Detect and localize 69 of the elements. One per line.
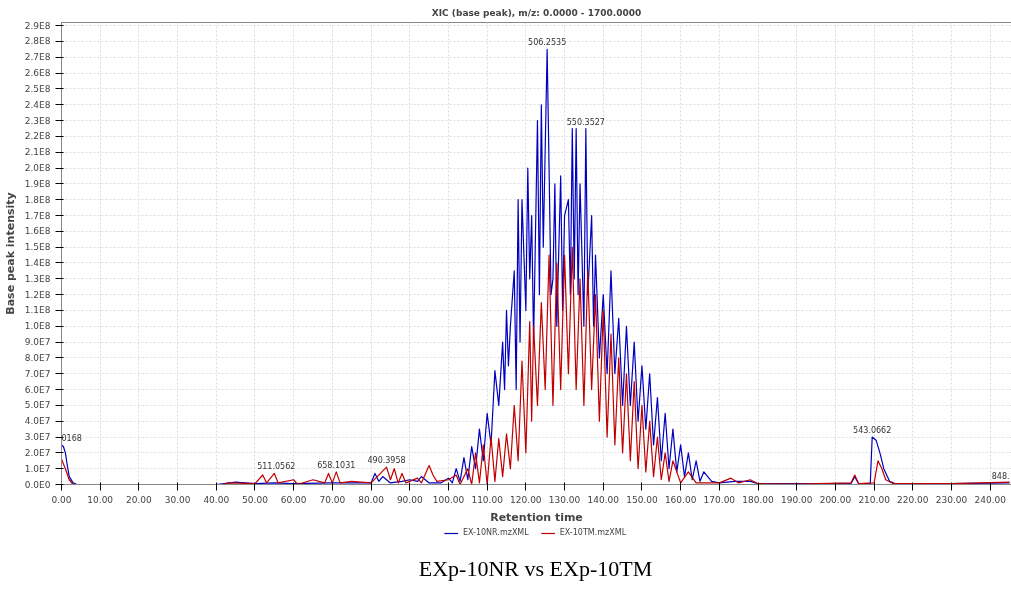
y-tick-label: 2.5E8: [24, 83, 51, 94]
y-tick-label: 6.0E7: [24, 384, 51, 395]
legend-label: EX-10NR.mzXML: [462, 528, 529, 537]
x-axis-title: Retention time: [490, 510, 583, 524]
y-tick-label: 1.1E8: [24, 305, 51, 316]
x-tick-label: 240.00: [974, 494, 1007, 505]
annotation: 543.0662: [853, 426, 892, 436]
x-tick-label: 190.00: [780, 494, 813, 505]
x-tick-label: 130.00: [548, 494, 581, 505]
y-tick-label: 2.8E8: [24, 36, 51, 47]
x-tick-label: 60.00: [280, 494, 307, 505]
x-tick-label: 80.00: [358, 494, 385, 505]
y-tick-label: 2.0E8: [24, 163, 51, 174]
y-tick-label: 3.0E7: [24, 432, 51, 443]
y-tick-label: 1.4E8: [24, 257, 51, 268]
y-tick-label: 1.3E8: [24, 273, 51, 284]
x-tick-label: 200.00: [819, 494, 852, 505]
x-tick-label: 50.00: [242, 494, 269, 505]
y-tick-label: 2.9E8: [24, 20, 51, 31]
x-tick-label: 40.00: [203, 494, 230, 505]
y-tick-label: 1.9E8: [24, 178, 51, 189]
y-axis-title: Base peak intensity: [3, 192, 17, 315]
annotation: 0168: [61, 433, 82, 443]
y-tick-label: 1.6E8: [24, 226, 51, 237]
y-tick-label: 9.0E7: [24, 337, 51, 348]
y-tick-label: 2.6E8: [24, 68, 51, 79]
y-tick-label: 2.4E8: [24, 99, 51, 110]
y-tick-label: 1.0E7: [24, 463, 51, 474]
annotation: 506.2535: [528, 38, 567, 48]
x-tick-label: 0.00: [51, 494, 72, 505]
x-tick-label: 160.00: [664, 494, 697, 505]
x-tick-label: 110.00: [471, 494, 504, 505]
chart-title: XIC (base peak), m/z: 0.0000 - 1700.0000: [431, 7, 642, 18]
x-tick-label: 230.00: [935, 494, 968, 505]
y-tick-label: 1.2E8: [24, 289, 51, 300]
y-tick-label: 0.0E0: [24, 479, 51, 490]
y-tick-label: 2.7E8: [24, 52, 51, 63]
text: EXp-10NR vs EXp-10TM: [418, 555, 653, 581]
x-tick-label: 30.00: [164, 494, 191, 505]
x-tick-label: 100.00: [432, 494, 465, 505]
legend-label: EX-10TM.mzXML: [559, 528, 627, 537]
x-tick-label: 180.00: [742, 494, 775, 505]
y-tick-label: 5.0E7: [24, 400, 51, 411]
y-tick-label: 2.0E7: [24, 447, 51, 458]
annotation: 848.: [991, 471, 1010, 481]
x-tick-label: 140.00: [587, 494, 620, 505]
x-tick-label: 90.00: [396, 494, 423, 505]
y-tick-label: 4.0E7: [24, 416, 51, 427]
y-tick-label: 8.0E7: [24, 352, 51, 363]
y-tick-label: 1.5E8: [24, 242, 51, 253]
annotation: 658.1031: [317, 460, 356, 470]
annotation: 511.0562: [257, 462, 296, 472]
x-tick-label: 70.00: [319, 494, 346, 505]
y-tick-label: 7.0E7: [24, 368, 51, 379]
x-tick-label: 210.00: [858, 494, 891, 505]
x-tick-label: 170.00: [703, 494, 736, 505]
x-tick-label: 220.00: [897, 494, 929, 505]
x-tick-label: 120.00: [510, 494, 542, 505]
y-tick-label: 1.0E8: [24, 321, 51, 332]
annotation: 550.3527: [566, 117, 605, 127]
x-tick-label: 20.00: [126, 494, 153, 505]
x-tick-label: 150.00: [626, 494, 658, 505]
y-tick-label: 1.7E8: [24, 210, 51, 221]
y-tick-label: 1.8E8: [24, 194, 51, 205]
y-tick-label: 2.1E8: [24, 147, 51, 158]
annotation: 490.3958: [367, 456, 406, 466]
y-tick-label: 2.3E8: [24, 115, 51, 126]
y-tick-label: 2.2E8: [24, 131, 51, 142]
x-tick-label: 10.00: [87, 494, 114, 505]
